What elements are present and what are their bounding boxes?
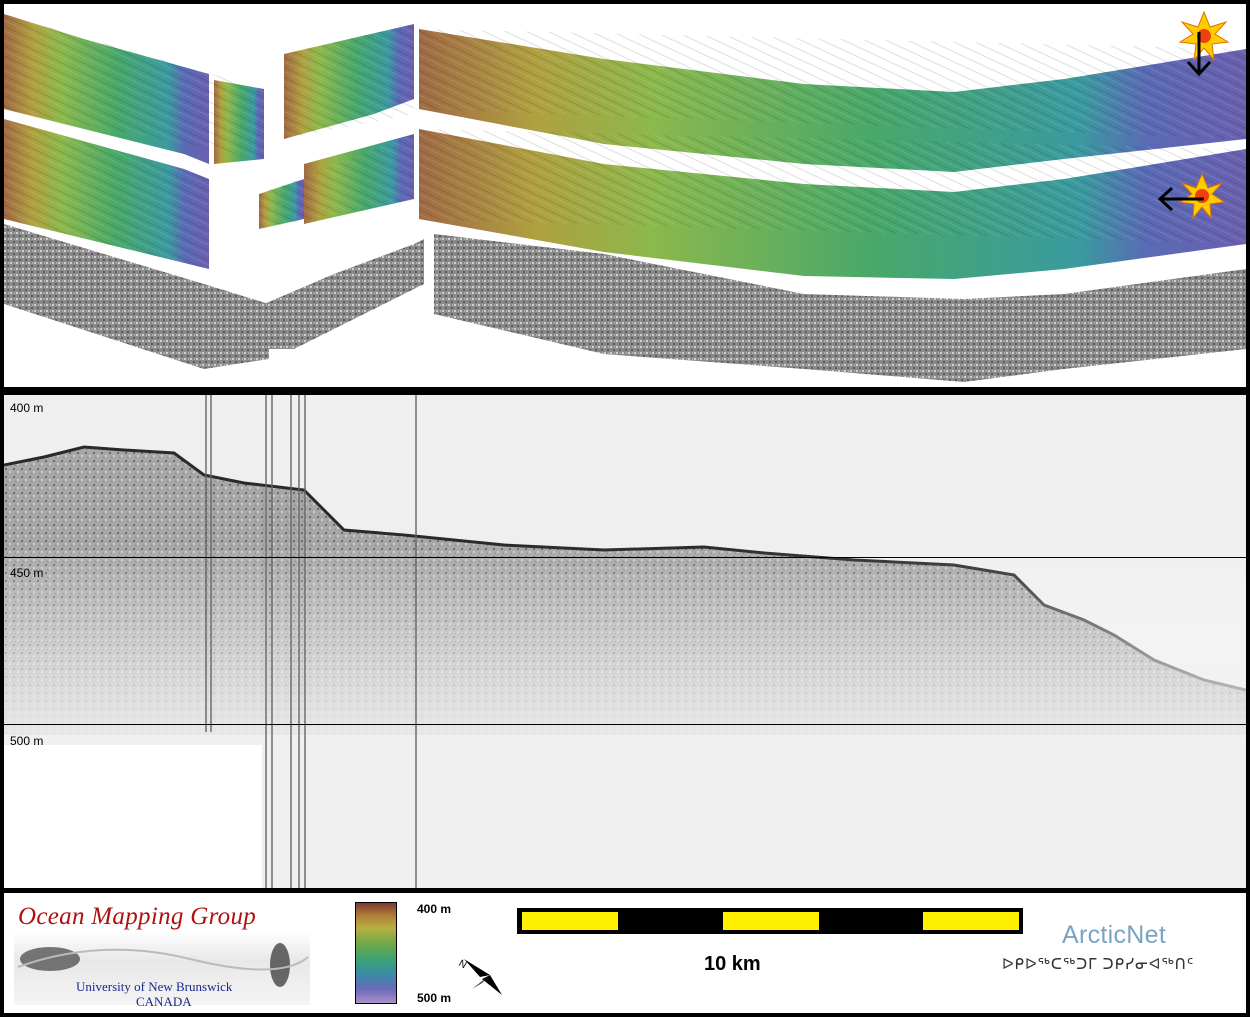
colorbar-bottom-label: 500 m bbox=[417, 991, 452, 1005]
scale-bar-segment-2 bbox=[723, 912, 819, 930]
depth-gridline-450 bbox=[4, 557, 1246, 558]
noise-stripes bbox=[205, 395, 417, 888]
omg-university: University of New Brunswick bbox=[76, 979, 233, 994]
footer-panel: Ocean Mapping Group University of New Br… bbox=[4, 893, 1246, 1013]
profile-echogram bbox=[4, 395, 1246, 888]
sidescan-swath bbox=[4, 224, 1246, 382]
colorbar-top-label: 400 m bbox=[417, 902, 452, 916]
depth-colorbar bbox=[355, 902, 397, 1004]
subbottom-profile-panel: 400 m 450 m 500 m bbox=[4, 395, 1246, 888]
map-panel bbox=[4, 4, 1246, 387]
depth-label-450: 450 m bbox=[10, 566, 44, 580]
scale-bar-label: 10 km bbox=[704, 953, 761, 975]
omg-title: Ocean Mapping Group bbox=[18, 903, 257, 930]
scale-bar bbox=[517, 908, 1023, 934]
depth-gridline-500 bbox=[4, 724, 1246, 725]
omg-logo bbox=[10, 897, 310, 1009]
arrow-down-icon bbox=[1186, 32, 1212, 77]
swath-maps bbox=[4, 10, 1246, 382]
arrow-left-icon bbox=[1157, 186, 1204, 212]
arcticnet-syllabics: ᐅᑭᐅᖅᑕᖅᑐᒥ ᑐᑭᓯᓂᐊᖅᑎᑦ bbox=[1002, 956, 1195, 973]
omg-country: CANADA bbox=[136, 994, 192, 1009]
scale-bar-segment-1 bbox=[522, 912, 618, 930]
omg-logo-graphic bbox=[17, 943, 309, 987]
bathymetry-swath-middle bbox=[4, 119, 1246, 279]
arcticnet-logo: ArcticNet bbox=[1062, 921, 1167, 949]
depth-label-400: 400 m bbox=[10, 401, 44, 415]
blank-area bbox=[4, 731, 262, 888]
depth-label-500: 500 m bbox=[10, 734, 44, 748]
scale-bar-segment-3 bbox=[923, 912, 1019, 930]
north-arrow-icon: N bbox=[457, 958, 502, 995]
svg-text:N: N bbox=[457, 958, 469, 971]
